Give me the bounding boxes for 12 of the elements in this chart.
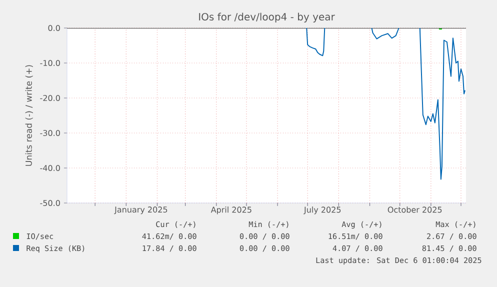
y-tick-label: -50.0 [40,200,60,206]
x-tick-label: January 2025 [114,206,168,214]
chart-title: IOs for /dev/loop4 - by year [199,12,335,22]
y-tick-label: 0.0 [48,24,60,32]
y-tick-label: -10.0 [40,60,60,66]
x-tick-label: July 2025 [304,206,341,214]
x-tick-label: April 2025 [210,206,252,214]
x-tick-label: October 2025 [388,206,442,213]
y-tick-label: -40.0 [40,164,60,172]
y-axis-title: Units read (-) / write (+) [25,65,33,166]
y-tick-label: -30.0 [40,130,60,136]
y-tick-label: -20.0 [40,94,60,102]
